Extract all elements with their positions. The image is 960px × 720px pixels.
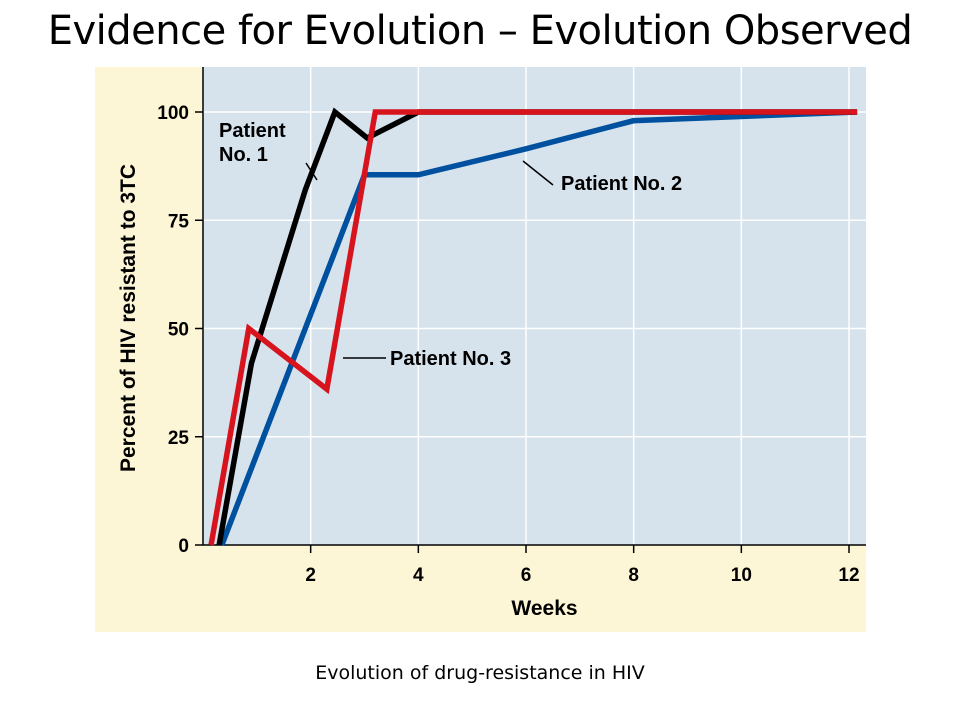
x-tick-label: 6 (521, 565, 532, 586)
series-lines (208, 107, 858, 546)
x-tick-label: 4 (413, 565, 424, 586)
series-line-patient-no-2 (219, 109, 858, 546)
x-tick-label: 8 (628, 565, 639, 586)
figure-panel: 0 25 50 75 100 2 4 6 8 10 12 Patient No. 1 Patient N… (95, 67, 866, 632)
x-axis-title: Weeks (511, 597, 577, 620)
x-tick-label: 10 (731, 565, 752, 586)
y-tick-label: 100 (157, 103, 189, 124)
annotation-label: Patient No. 2 (561, 173, 682, 195)
annotation-leader (522, 160, 554, 186)
y-tick-label: 75 (168, 211, 190, 232)
slide-caption: Evolution of drug-resistance in HIV (315, 662, 645, 684)
tick-labels: 0 25 50 75 100 2 4 6 8 10 12 (157, 103, 859, 586)
x-tick-label: 2 (305, 565, 316, 586)
y-tick-label: 25 (168, 428, 190, 449)
annotation-leaders (305, 160, 554, 359)
y-tick-label: 50 (168, 320, 189, 341)
slide-title: Evidence for Evolution – Evolution Obser… (47, 8, 913, 54)
annotation-label: Patient No. 3 (390, 348, 511, 370)
plot-area (203, 67, 866, 545)
axes (202, 67, 866, 546)
y-axis-title: Percent of HIV resistant to 3TC (117, 164, 140, 472)
x-tick-label: 12 (838, 565, 859, 586)
annotation-label: No. 1 (219, 144, 268, 166)
series-line-patient-no-3 (208, 109, 858, 546)
annotation-leader (305, 162, 318, 181)
annotation-label: Patient (219, 120, 286, 142)
y-tick-label: 0 (178, 536, 189, 557)
